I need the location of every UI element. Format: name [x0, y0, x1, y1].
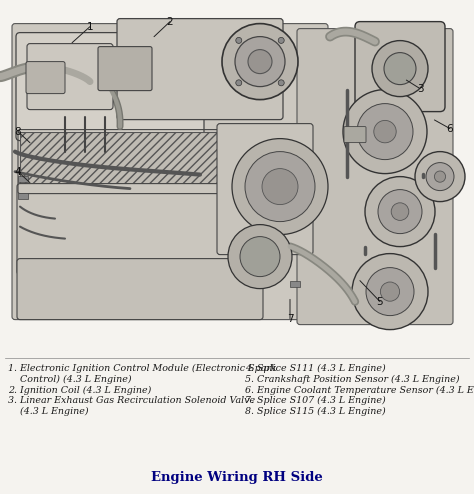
Circle shape	[236, 38, 242, 43]
Circle shape	[391, 203, 409, 220]
FancyBboxPatch shape	[26, 62, 65, 93]
FancyBboxPatch shape	[27, 43, 113, 110]
Circle shape	[278, 80, 284, 86]
Circle shape	[228, 225, 292, 288]
FancyBboxPatch shape	[98, 46, 152, 90]
Bar	[18, 175, 28, 182]
Circle shape	[357, 104, 413, 160]
Text: Engine Wiring RH Side: Engine Wiring RH Side	[151, 471, 323, 484]
Circle shape	[248, 49, 272, 74]
Text: 6. Engine Coolant Temperature Sensor (4.3 L Engine): 6. Engine Coolant Temperature Sensor (4.…	[245, 385, 474, 395]
Text: 4: 4	[15, 166, 21, 177]
Text: 2. Ignition Coil (4.3 L Engine): 2. Ignition Coil (4.3 L Engine)	[8, 385, 151, 395]
Circle shape	[365, 177, 435, 247]
Text: 7. Splice S107 (4.3 L Engine): 7. Splice S107 (4.3 L Engine)	[245, 396, 386, 406]
Circle shape	[343, 89, 427, 173]
FancyBboxPatch shape	[297, 29, 453, 325]
Bar	[18, 193, 28, 199]
FancyBboxPatch shape	[17, 184, 283, 275]
Text: Control) (4.3 L Engine): Control) (4.3 L Engine)	[8, 374, 132, 384]
Text: 1. Electronic Ignition Control Module (Electronic Spark: 1. Electronic Ignition Control Module (E…	[8, 364, 277, 373]
FancyBboxPatch shape	[16, 33, 204, 141]
Circle shape	[236, 80, 242, 86]
Circle shape	[381, 282, 400, 301]
FancyBboxPatch shape	[355, 22, 445, 112]
Text: 5: 5	[377, 296, 383, 307]
Circle shape	[366, 268, 414, 316]
Circle shape	[222, 24, 298, 100]
Text: 8: 8	[15, 126, 21, 137]
Text: 5. Crankshaft Position Sensor (4.3 L Engine): 5. Crankshaft Position Sensor (4.3 L Eng…	[245, 374, 460, 384]
FancyBboxPatch shape	[117, 19, 283, 120]
Circle shape	[278, 38, 284, 43]
Circle shape	[240, 237, 280, 277]
Text: 3: 3	[417, 83, 423, 93]
Text: 3. Linear Exhaust Gas Recirculation Solenoid Valve: 3. Linear Exhaust Gas Recirculation Sole…	[8, 396, 255, 406]
Circle shape	[352, 253, 428, 329]
Bar	[290, 281, 300, 287]
Circle shape	[262, 168, 298, 205]
Circle shape	[232, 139, 328, 235]
Circle shape	[434, 171, 446, 182]
Circle shape	[235, 37, 285, 86]
Text: (4.3 L Engine): (4.3 L Engine)	[8, 407, 89, 416]
Text: 8. Splice S115 (4.3 L Engine): 8. Splice S115 (4.3 L Engine)	[245, 407, 386, 416]
Circle shape	[374, 121, 396, 143]
Circle shape	[426, 163, 454, 191]
Text: 1: 1	[87, 22, 93, 32]
Text: 4. Splice S111 (4.3 L Engine): 4. Splice S111 (4.3 L Engine)	[245, 364, 386, 373]
FancyBboxPatch shape	[344, 126, 366, 143]
Circle shape	[384, 52, 416, 84]
Circle shape	[415, 152, 465, 202]
Bar	[20, 131, 220, 192]
Circle shape	[245, 152, 315, 222]
FancyBboxPatch shape	[217, 124, 313, 254]
Text: 2: 2	[167, 17, 173, 27]
Text: 7: 7	[287, 314, 293, 324]
Circle shape	[378, 190, 422, 234]
FancyBboxPatch shape	[17, 258, 263, 320]
FancyBboxPatch shape	[12, 24, 328, 320]
Text: 6: 6	[447, 124, 453, 133]
Circle shape	[372, 41, 428, 97]
